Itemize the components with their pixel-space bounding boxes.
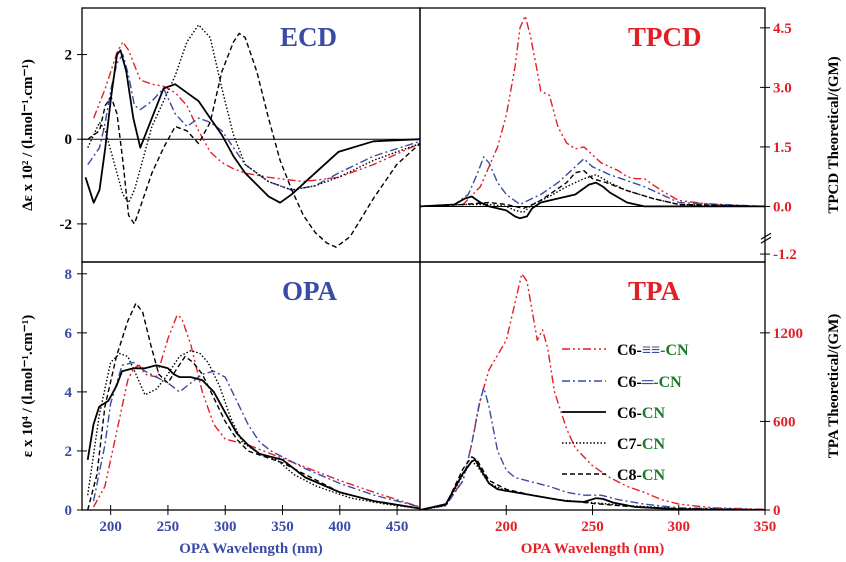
legend-suffix: -CN — [660, 342, 689, 359]
y-tick-label: 2 — [65, 444, 73, 460]
series-line-dash-dot-blue — [87, 53, 420, 191]
y-tick-label: 4.5 — [773, 21, 792, 37]
series-line-dash-dot-dot-red — [420, 273, 765, 510]
y-tick-label: 600 — [773, 414, 796, 430]
x-tick-label: 300 — [668, 519, 691, 535]
panel-opa: 8 6 4 2 0 200 250 300 350 400 450 OPA OPA Wavelength… — [20, 261, 421, 557]
y-tick-label: 0.0 — [773, 199, 792, 215]
y-tick-label: 0 — [65, 132, 73, 148]
y-tick-label: 8 — [65, 267, 73, 283]
y-tick-label: 1.5 — [773, 140, 792, 156]
y-tick-label: 1200 — [773, 326, 803, 342]
panel-frame — [81, 7, 421, 263]
series-line-dot-black — [420, 460, 765, 510]
y-tick-label: 3.0 — [773, 80, 792, 96]
legend-suffix: CN — [642, 405, 666, 422]
x-tick-label: 350 — [271, 519, 294, 535]
series-line-dash-black — [87, 32, 420, 248]
y-tick-label: -2 — [60, 217, 73, 233]
legend-bond: ≡≡ — [642, 342, 660, 359]
legend-label: C6-═-CN — [617, 374, 682, 391]
series-line-dash-dot-dot-red — [420, 15, 765, 208]
legend-label: C6-CN — [617, 405, 665, 422]
series-line-dash-black — [420, 456, 765, 510]
series-line-solid-black — [86, 364, 420, 510]
legend-item: C8-CN — [562, 467, 665, 484]
panel-frame — [419, 7, 766, 263]
series-line-dash-black — [420, 170, 765, 210]
legend-item: C6-═-CN — [562, 374, 682, 391]
series-line-dot-black — [87, 24, 420, 204]
panel-frame — [419, 261, 766, 511]
series-group — [420, 273, 765, 510]
y-axis-label: Δε x 10² / (l.mol⁻¹.cm⁻¹) — [20, 59, 36, 211]
series-group — [86, 302, 420, 510]
panel-frame — [81, 261, 421, 511]
legend-item: C7-CN — [562, 436, 665, 453]
x-tick-label: 300 — [214, 519, 237, 535]
legend-suffix: -CN — [653, 374, 682, 391]
series-line-solid-black — [420, 458, 765, 510]
series-line-dash-dot-blue — [420, 156, 765, 208]
series-line-dash-dot-dot-red — [93, 41, 420, 183]
series-line-solid-black — [420, 181, 765, 220]
x-axis-label: OPA Wavelength (nm) — [179, 541, 323, 557]
series-line-dot-black — [420, 174, 765, 214]
legend-label: C6-≡≡-CN — [617, 342, 689, 359]
y-tick-label: 6 — [65, 326, 73, 342]
x-tick-label: 250 — [157, 519, 180, 535]
x-tick-label: 200 — [495, 519, 518, 535]
legend-label: C7-CN — [617, 436, 665, 453]
legend-suffix: CN — [642, 436, 666, 453]
series-line-dash-dot-blue — [420, 386, 765, 510]
legend-label: C8-CN — [617, 467, 665, 484]
legend-prefix: C6- — [617, 374, 642, 391]
x-axis-label: OPA Wavelength (nm) — [521, 541, 665, 557]
axis-break-mark — [760, 232, 772, 240]
legend-item: C6-CN — [562, 405, 665, 422]
panel-title: TPA — [628, 276, 680, 306]
legend-prefix: C6- — [617, 405, 642, 422]
legend-prefix: C8- — [617, 467, 642, 484]
y-axis-label: TPA Theoretical/(GM) — [826, 314, 842, 459]
x-tick-label: 350 — [754, 519, 777, 535]
y-tick-label: 2 — [65, 48, 73, 64]
y-tick-label: 4 — [65, 385, 73, 401]
y-axis-label: ε x 10⁴ / (l.mol⁻¹.cm⁻¹) — [20, 315, 36, 457]
legend-prefix: C7- — [617, 436, 642, 453]
series-line-solid-black — [84, 49, 420, 204]
panel-ecd: 2 0 -2 ECD Δε x 10² / (l.mol⁻¹.cm⁻¹) — [20, 7, 421, 263]
series-group — [420, 15, 765, 220]
y-tick-label: 0 — [773, 503, 781, 519]
series-line-dash-dot-dot-red — [92, 314, 420, 508]
y-tick-label: -1.2 — [773, 247, 797, 263]
legend-bond: ═ — [641, 374, 654, 391]
legend-prefix: C6- — [617, 342, 642, 359]
series-line-dash-black — [87, 302, 420, 510]
y-axis-label: TPCD Theoretical/(GM) — [826, 56, 842, 213]
y-tick-label: 0 — [65, 503, 73, 519]
series-line-dash-dot-blue — [92, 361, 420, 508]
legend-suffix: CN — [642, 467, 666, 484]
x-tick-label: 250 — [581, 519, 604, 535]
x-tick-label: 400 — [329, 519, 352, 535]
x-tick-label: 450 — [386, 519, 409, 535]
panel-tpcd: 4.5 3.0 1.5 0.0 -1.2 TPCD TPCD Theoretical/(GM… — [419, 7, 842, 263]
legend-item: C6-≡≡-CN — [562, 342, 689, 359]
panel-title: OPA — [282, 276, 337, 306]
panel-title: TPCD — [628, 22, 702, 52]
axis-break-mark — [760, 236, 772, 244]
panel-title: ECD — [280, 22, 337, 52]
series-line-dot-black — [87, 349, 420, 510]
panel-tpa: 1200 600 0 200 250 300 350 TPA OPA Wavelength (n… — [419, 261, 842, 557]
series-group — [84, 24, 420, 248]
x-tick-label: 200 — [99, 519, 122, 535]
